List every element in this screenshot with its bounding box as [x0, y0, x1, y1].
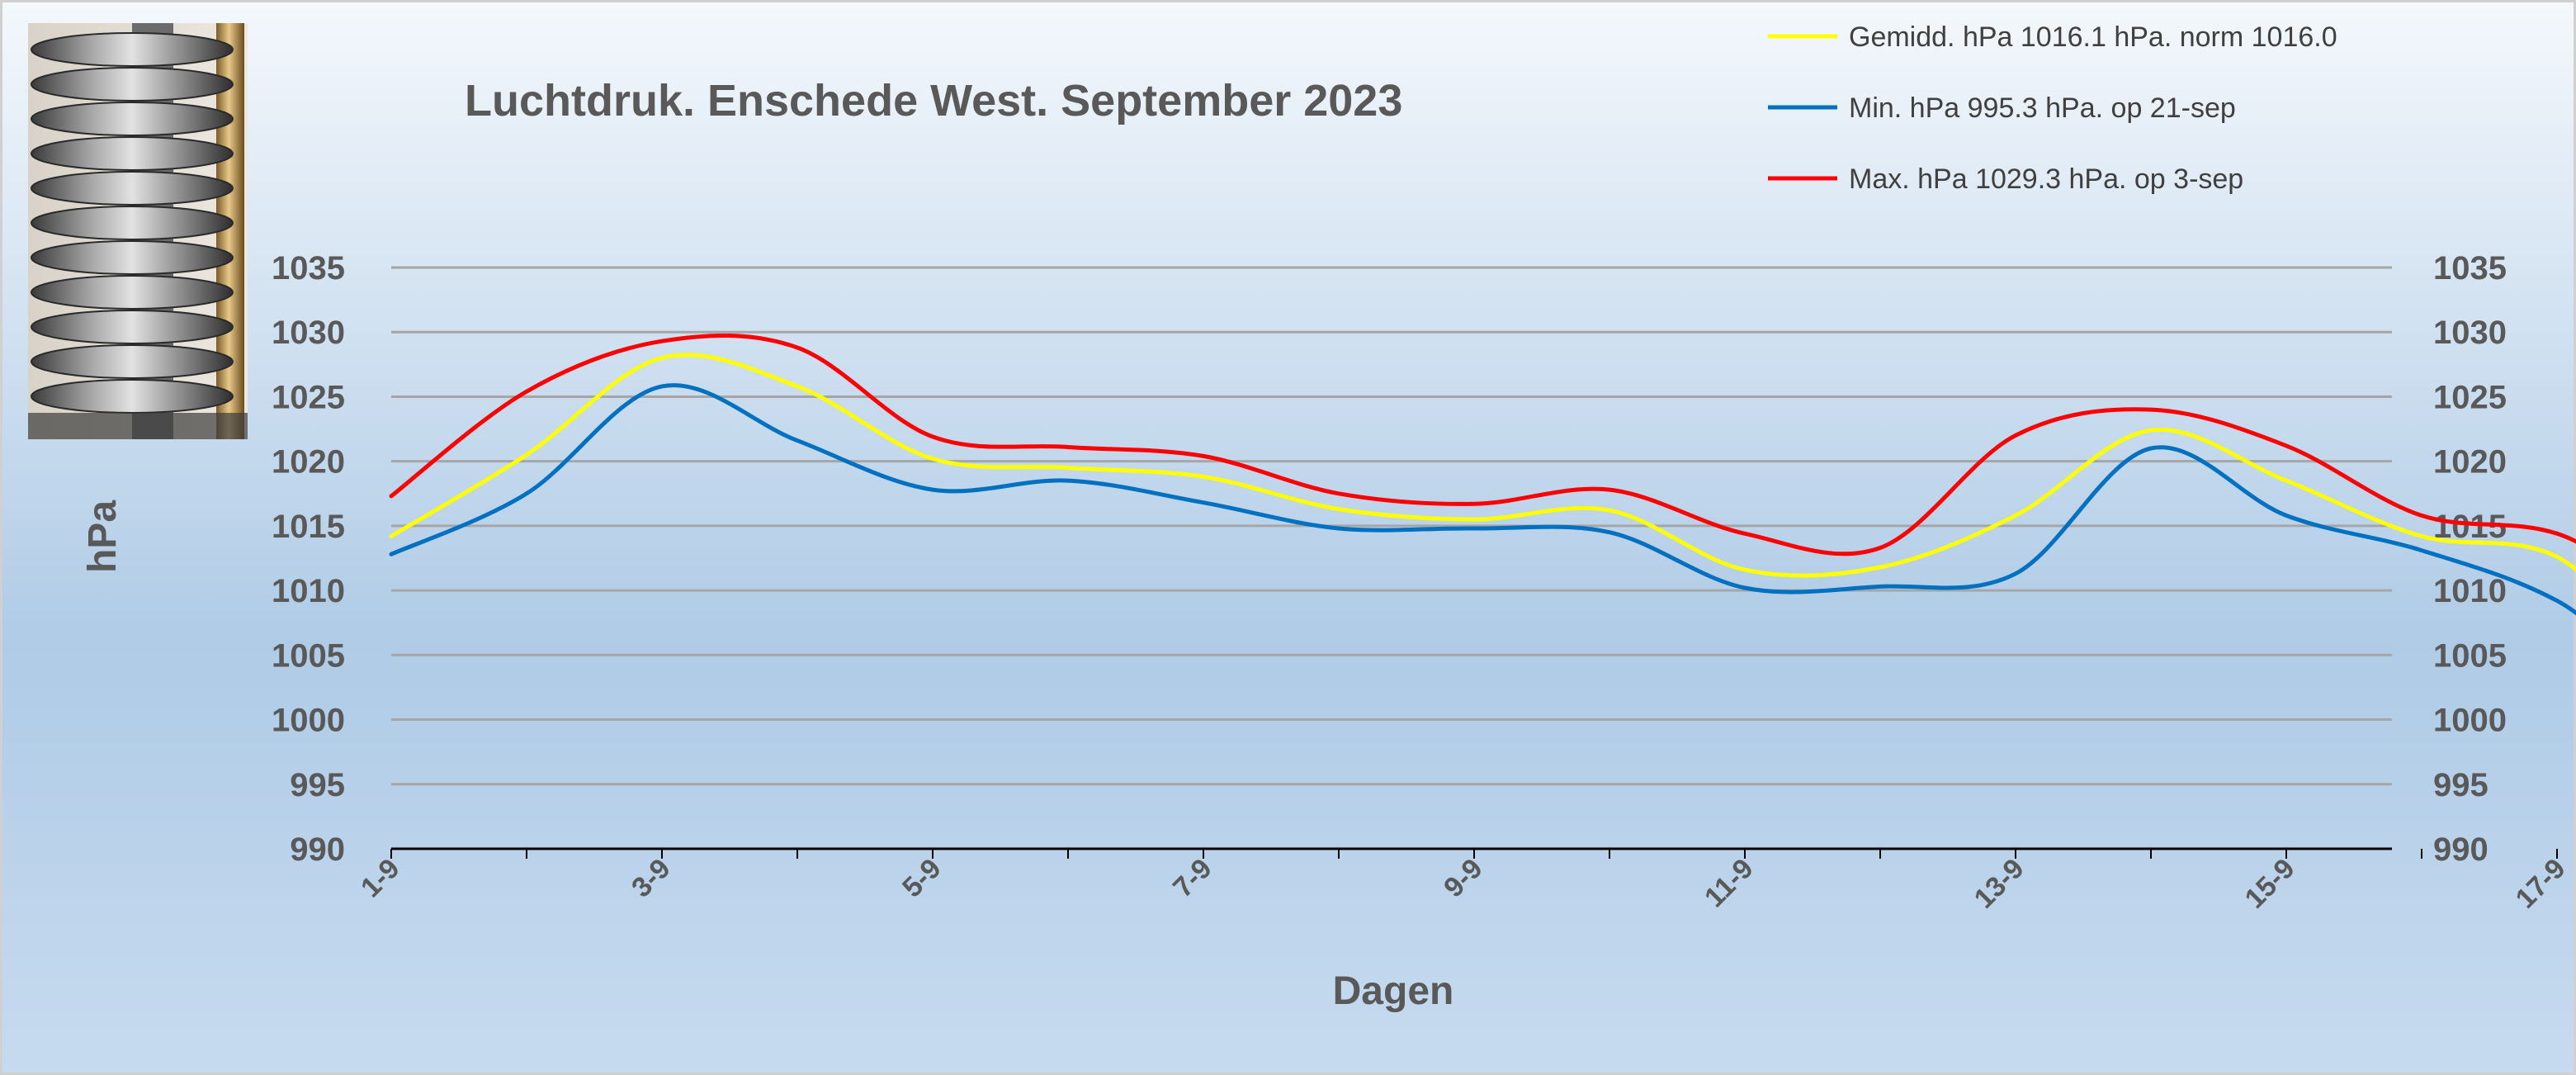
y-tick-label-left: 990 — [290, 831, 345, 868]
y-tick-label-right: 995 — [2433, 767, 2489, 803]
y-tick-label-left: 995 — [290, 767, 345, 803]
photo-disc — [31, 344, 234, 379]
legend-entry-mean-label: Gemidd. hPa 1016.1 hPa. norm 1016.0 — [1849, 21, 2337, 53]
photo-disc — [31, 171, 234, 206]
x-axis-title: Dagen — [1333, 969, 1454, 1013]
y-tick-label-left: 1010 — [272, 573, 345, 609]
y-tick-label-right: 1005 — [2433, 637, 2507, 674]
photo-disc — [31, 310, 234, 344]
photo-disc — [31, 67, 234, 102]
chart-title: Luchtdruk. Enschede West. September 2023 — [465, 76, 1402, 125]
photo-disc — [31, 275, 234, 310]
grid-lines — [391, 266, 2392, 786]
y-tick-label-left: 1020 — [272, 444, 345, 481]
y-axis-left: 990 995 1000 1005 1010 1015 1020 1025 1030 1035 — [272, 250, 345, 868]
y-tick-label-right: 1030 — [2433, 315, 2507, 351]
legend: Gemidd. hPa 1016.1 hPa. norm 1016.0 Min. … — [1768, 21, 2337, 195]
photo-base — [28, 413, 248, 439]
y-tick-label-left: 1030 — [272, 315, 345, 351]
photo-disc — [31, 136, 234, 171]
y-tick-label-left: 1015 — [272, 509, 345, 545]
y-tick-label-left: 1000 — [272, 703, 345, 739]
y-tick-label-right: 1010 — [2433, 573, 2507, 609]
barometer-photo — [28, 23, 248, 439]
y-tick-label-right: 1000 — [2433, 703, 2507, 739]
y-tick-label-right: 1035 — [2433, 250, 2507, 287]
photo-disc — [31, 102, 234, 136]
y-axis-title: hPa — [81, 500, 125, 573]
y-tick-label-left: 1025 — [272, 379, 345, 415]
series-min-line — [389, 383, 2576, 616]
photo-disc — [31, 32, 234, 67]
photo-disc — [31, 240, 234, 275]
photo-disc — [31, 379, 234, 414]
y-tick-label-right: 1020 — [2433, 444, 2507, 481]
y-tick-label-left: 1035 — [272, 250, 345, 287]
photo-disc — [31, 206, 234, 240]
y-tick-label-right: 1025 — [2433, 379, 2507, 415]
legend-entry-max-label: Max. hPa 1029.3 hPa. op 3-sep — [1849, 163, 2243, 195]
series-lines — [389, 333, 2576, 616]
legend-entry-min-label: Min. hPa 995.3 hPa. op 21-sep — [1849, 92, 2236, 124]
series-max-line — [389, 333, 2576, 556]
series-mean-line — [389, 353, 2576, 578]
y-tick-label-left: 1005 — [272, 637, 345, 674]
y-tick-label-right: 990 — [2433, 831, 2489, 868]
